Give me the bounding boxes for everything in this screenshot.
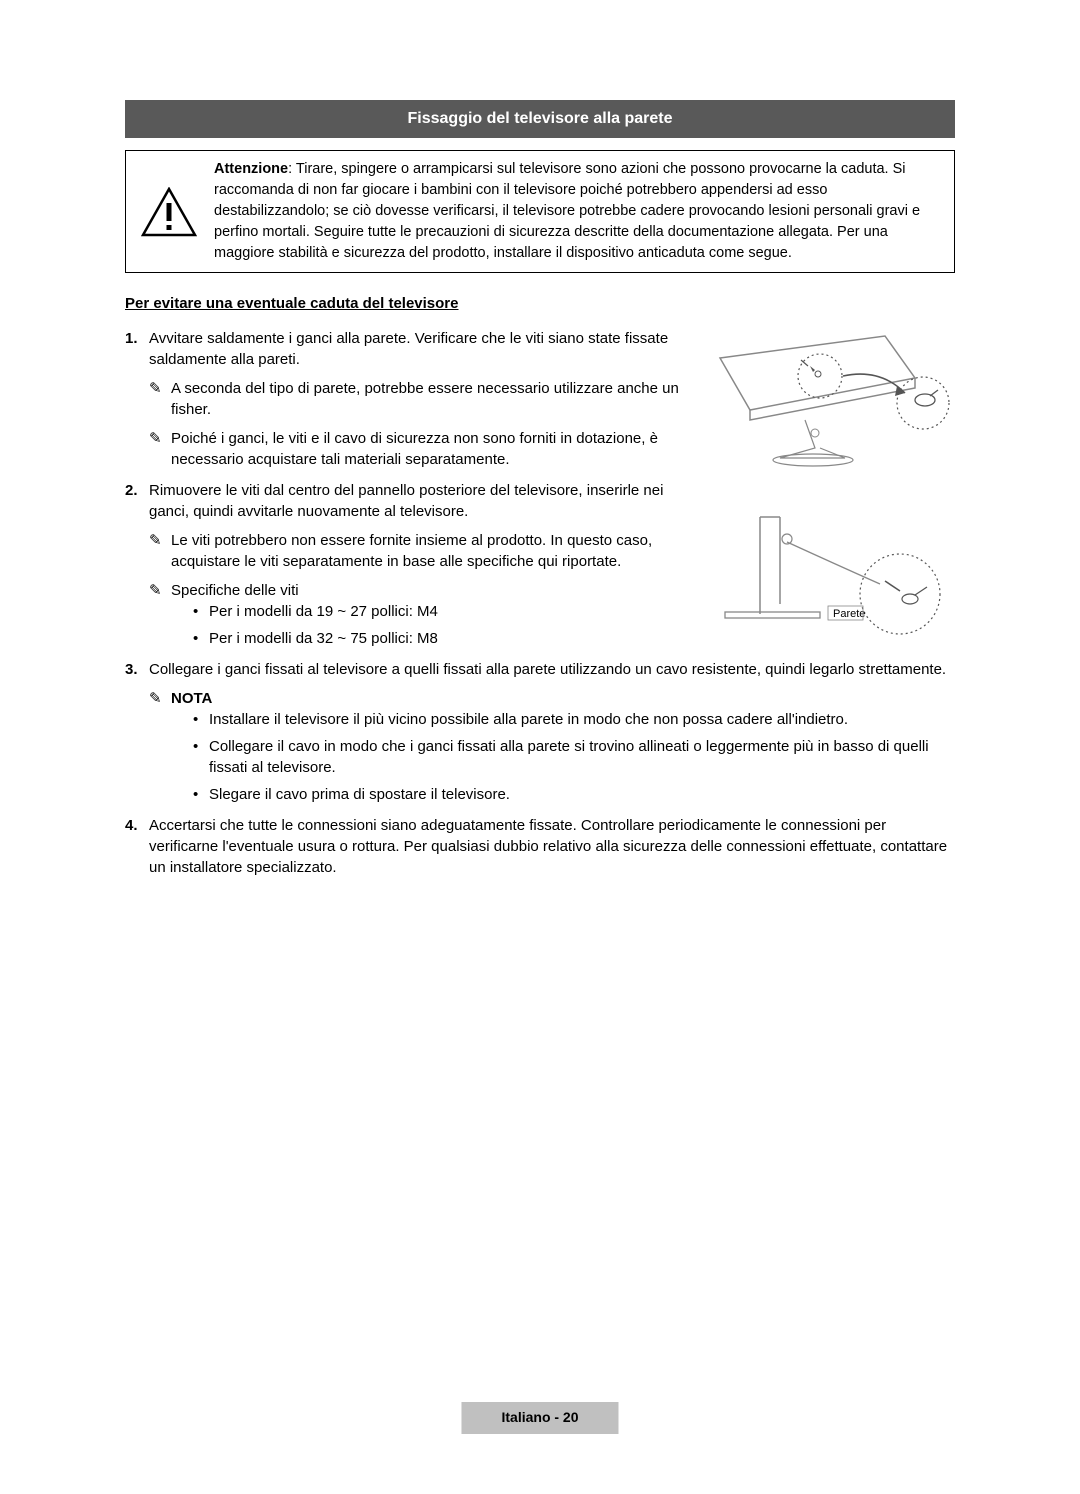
page-footer: Italiano - 20 <box>461 1402 618 1434</box>
nota-item-1: Installare il televisore il più vicino p… <box>193 709 955 730</box>
warning-text: Attenzione: Tirare, spingere o arrampica… <box>204 159 946 264</box>
nota-list: Installare il televisore il più vicino p… <box>171 709 955 805</box>
step-3: Collegare i ganci fissati al televisore … <box>125 659 955 805</box>
step-4-text: Accertarsi che tutte le connessioni sian… <box>149 817 947 876</box>
warning-box: Attenzione: Tirare, spingere o arrampica… <box>125 150 955 273</box>
section-header: Fissaggio del televisore alla parete <box>125 100 955 138</box>
screw-spec-1: Per i modelli da 19 ~ 27 pollici: M4 <box>193 601 684 622</box>
step-1-text: Avvitare saldamente i ganci alla parete.… <box>149 330 668 368</box>
step-2-note-2: Specifiche delle viti Per i modelli da 1… <box>149 580 684 649</box>
step-2: Rimuovere le viti dal centro del pannell… <box>125 480 955 649</box>
screw-spec-2: Per i modelli da 32 ~ 75 pollici: M8 <box>193 628 684 649</box>
nota-item-2: Collegare il cavo in modo che i ganci fi… <box>193 736 955 778</box>
footer-text: Italiano - 20 <box>501 1409 578 1425</box>
step-1-note-1: A seconda del tipo di parete, potrebbe e… <box>149 378 684 420</box>
caution-triangle-icon <box>141 187 197 237</box>
screw-spec-list: Per i modelli da 19 ~ 27 pollici: M4 Per… <box>171 601 684 649</box>
step-3-nota: NOTA Installare il televisore il più vic… <box>149 688 955 805</box>
nota-label: NOTA <box>171 690 212 707</box>
step-1-note-2: Poiché i ganci, le viti e il cavo di sic… <box>149 428 684 470</box>
step-1: Avvitare saldamente i ganci alla parete.… <box>125 328 955 470</box>
step-2-note-1: Le viti potrebbero non essere fornite in… <box>149 530 684 572</box>
step-2-text: Rimuovere le viti dal centro del pannell… <box>149 482 663 520</box>
content-area: Parete Avvitare saldamente i ganci alla … <box>125 328 955 878</box>
warning-icon-cell <box>134 159 204 264</box>
step-4: Accertarsi che tutte le connessioni sian… <box>125 815 955 878</box>
warning-label: Attenzione <box>214 161 288 177</box>
subheading: Per evitare una eventuale caduta del tel… <box>125 293 955 314</box>
nota-item-3: Slegare il cavo prima di spostare il tel… <box>193 784 955 805</box>
step-3-text: Collegare i ganci fissati al televisore … <box>149 661 946 678</box>
warning-body: : Tirare, spingere o arrampicarsi sul te… <box>214 161 920 261</box>
section-title: Fissaggio del televisore alla parete <box>408 110 673 127</box>
steps-list: Avvitare saldamente i ganci alla parete.… <box>125 328 955 878</box>
